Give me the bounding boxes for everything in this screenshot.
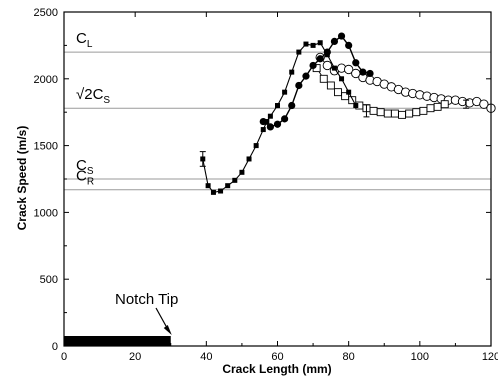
data-point-filled-circle: [309, 61, 317, 70]
data-point-open-square: [419, 106, 428, 115]
data-point-filled-circle: [359, 68, 367, 76]
data-point-filled-circle: [273, 120, 282, 128]
data-point-filled-square: [239, 169, 245, 175]
data-point-filled-circle: [352, 59, 360, 67]
notch-region: [64, 307, 172, 346]
data-series: [199, 32, 496, 195]
series-line: [262, 35, 371, 128]
data-point-filled-circle: [295, 81, 303, 90]
data-point-filled-square: [303, 41, 309, 47]
data-point-open-square: [319, 74, 328, 83]
data-point-filled-circle: [266, 123, 274, 131]
data-point-open-square: [326, 81, 335, 90]
y-tick-label: 2500: [34, 7, 58, 19]
data-point-open-square: [369, 106, 378, 115]
data-point-filled-square: [317, 40, 323, 46]
y-tick-label: 0: [52, 341, 58, 353]
data-point-filled-circle: [337, 32, 346, 40]
data-point-open-circle: [322, 60, 332, 71]
data-point-open-square: [440, 100, 449, 109]
y-tick-label: 1000: [34, 207, 58, 219]
series-3: [312, 64, 449, 119]
data-point-filled-circle: [330, 37, 339, 45]
data-point-open-square: [405, 109, 414, 118]
axes: 0 20 40 60 80 100 120 0 500 1000 1500 2000 2500: [34, 7, 498, 363]
data-point-filled-square: [346, 89, 352, 95]
data-point-open-square: [412, 108, 421, 117]
data-point-filled-circle: [366, 69, 374, 78]
x-tick-label: 80: [343, 351, 355, 363]
y-tick-label: 500: [40, 274, 58, 286]
data-point-filled-circle: [302, 72, 310, 80]
data-point-filled-square: [246, 156, 252, 162]
data-point-open-square: [334, 88, 342, 97]
data-point-filled-square: [275, 103, 280, 109]
x-tick-label: 0: [61, 351, 67, 363]
data-point-filled-square: [218, 188, 224, 194]
data-point-filled-square: [339, 76, 345, 82]
x-tick-label: 60: [271, 351, 283, 363]
data-point-filled-square: [282, 89, 288, 95]
data-point-filled-square: [289, 69, 295, 75]
data-point-filled-circle: [288, 101, 296, 110]
series-4: [315, 52, 496, 113]
data-point-filled-square: [353, 103, 359, 109]
data-point-open-square: [383, 109, 392, 118]
data-point-filled-circle: [281, 115, 289, 123]
reference-line-label: CL: [76, 30, 93, 50]
series-2: [259, 32, 374, 131]
data-point-open-square: [426, 104, 435, 113]
reference-line-label: CS: [76, 157, 94, 177]
data-point-filled-square: [331, 65, 337, 71]
y-tick-label: 2000: [34, 74, 58, 86]
data-point-filled-square: [205, 183, 211, 189]
notch-tip-label: Notch Tip: [115, 291, 178, 308]
data-point-open-square: [348, 96, 357, 105]
data-point-open-circle: [344, 64, 354, 75]
labels: Crack Length (mm) Crack Speed (m/s) Notc…: [15, 126, 332, 376]
data-point-filled-circle: [345, 41, 353, 50]
x-tick-label: 40: [200, 351, 212, 363]
data-point-filled-square: [232, 177, 238, 183]
x-tick-label: 20: [129, 351, 141, 363]
x-axis-title: Crack Length (mm): [222, 362, 331, 376]
y-tick-label: 1500: [34, 141, 58, 153]
reference-line-label: √2CS: [76, 86, 110, 106]
data-point-filled-square: [210, 189, 216, 195]
data-point-open-square: [390, 109, 399, 118]
data-point-open-square: [341, 92, 350, 101]
data-point-filled-square: [260, 127, 266, 133]
data-point-filled-square: [267, 113, 273, 119]
data-point-filled-circle: [323, 48, 331, 56]
data-point-open-square: [433, 102, 442, 111]
data-point-filled-square: [253, 143, 259, 149]
data-point-open-circle: [479, 99, 489, 109]
reference-line-label: CR: [76, 168, 94, 188]
series-1: [200, 40, 359, 195]
data-point-filled-circle: [259, 117, 267, 126]
notch-bar: [64, 336, 171, 346]
x-tick-label: 100: [411, 351, 429, 363]
data-point-open-square: [376, 108, 385, 117]
series-line: [202, 42, 357, 193]
data-point-open-square: [398, 110, 406, 119]
data-point-filled-square: [225, 183, 231, 189]
data-point-filled-square: [296, 49, 302, 55]
notch-tip-arrowhead: [163, 325, 172, 335]
data-point-filled-circle: [316, 55, 324, 63]
y-axis-title: Crack Speed (m/s): [15, 126, 29, 231]
x-tick-label: 120: [482, 351, 498, 363]
data-point-filled-square: [310, 42, 316, 48]
